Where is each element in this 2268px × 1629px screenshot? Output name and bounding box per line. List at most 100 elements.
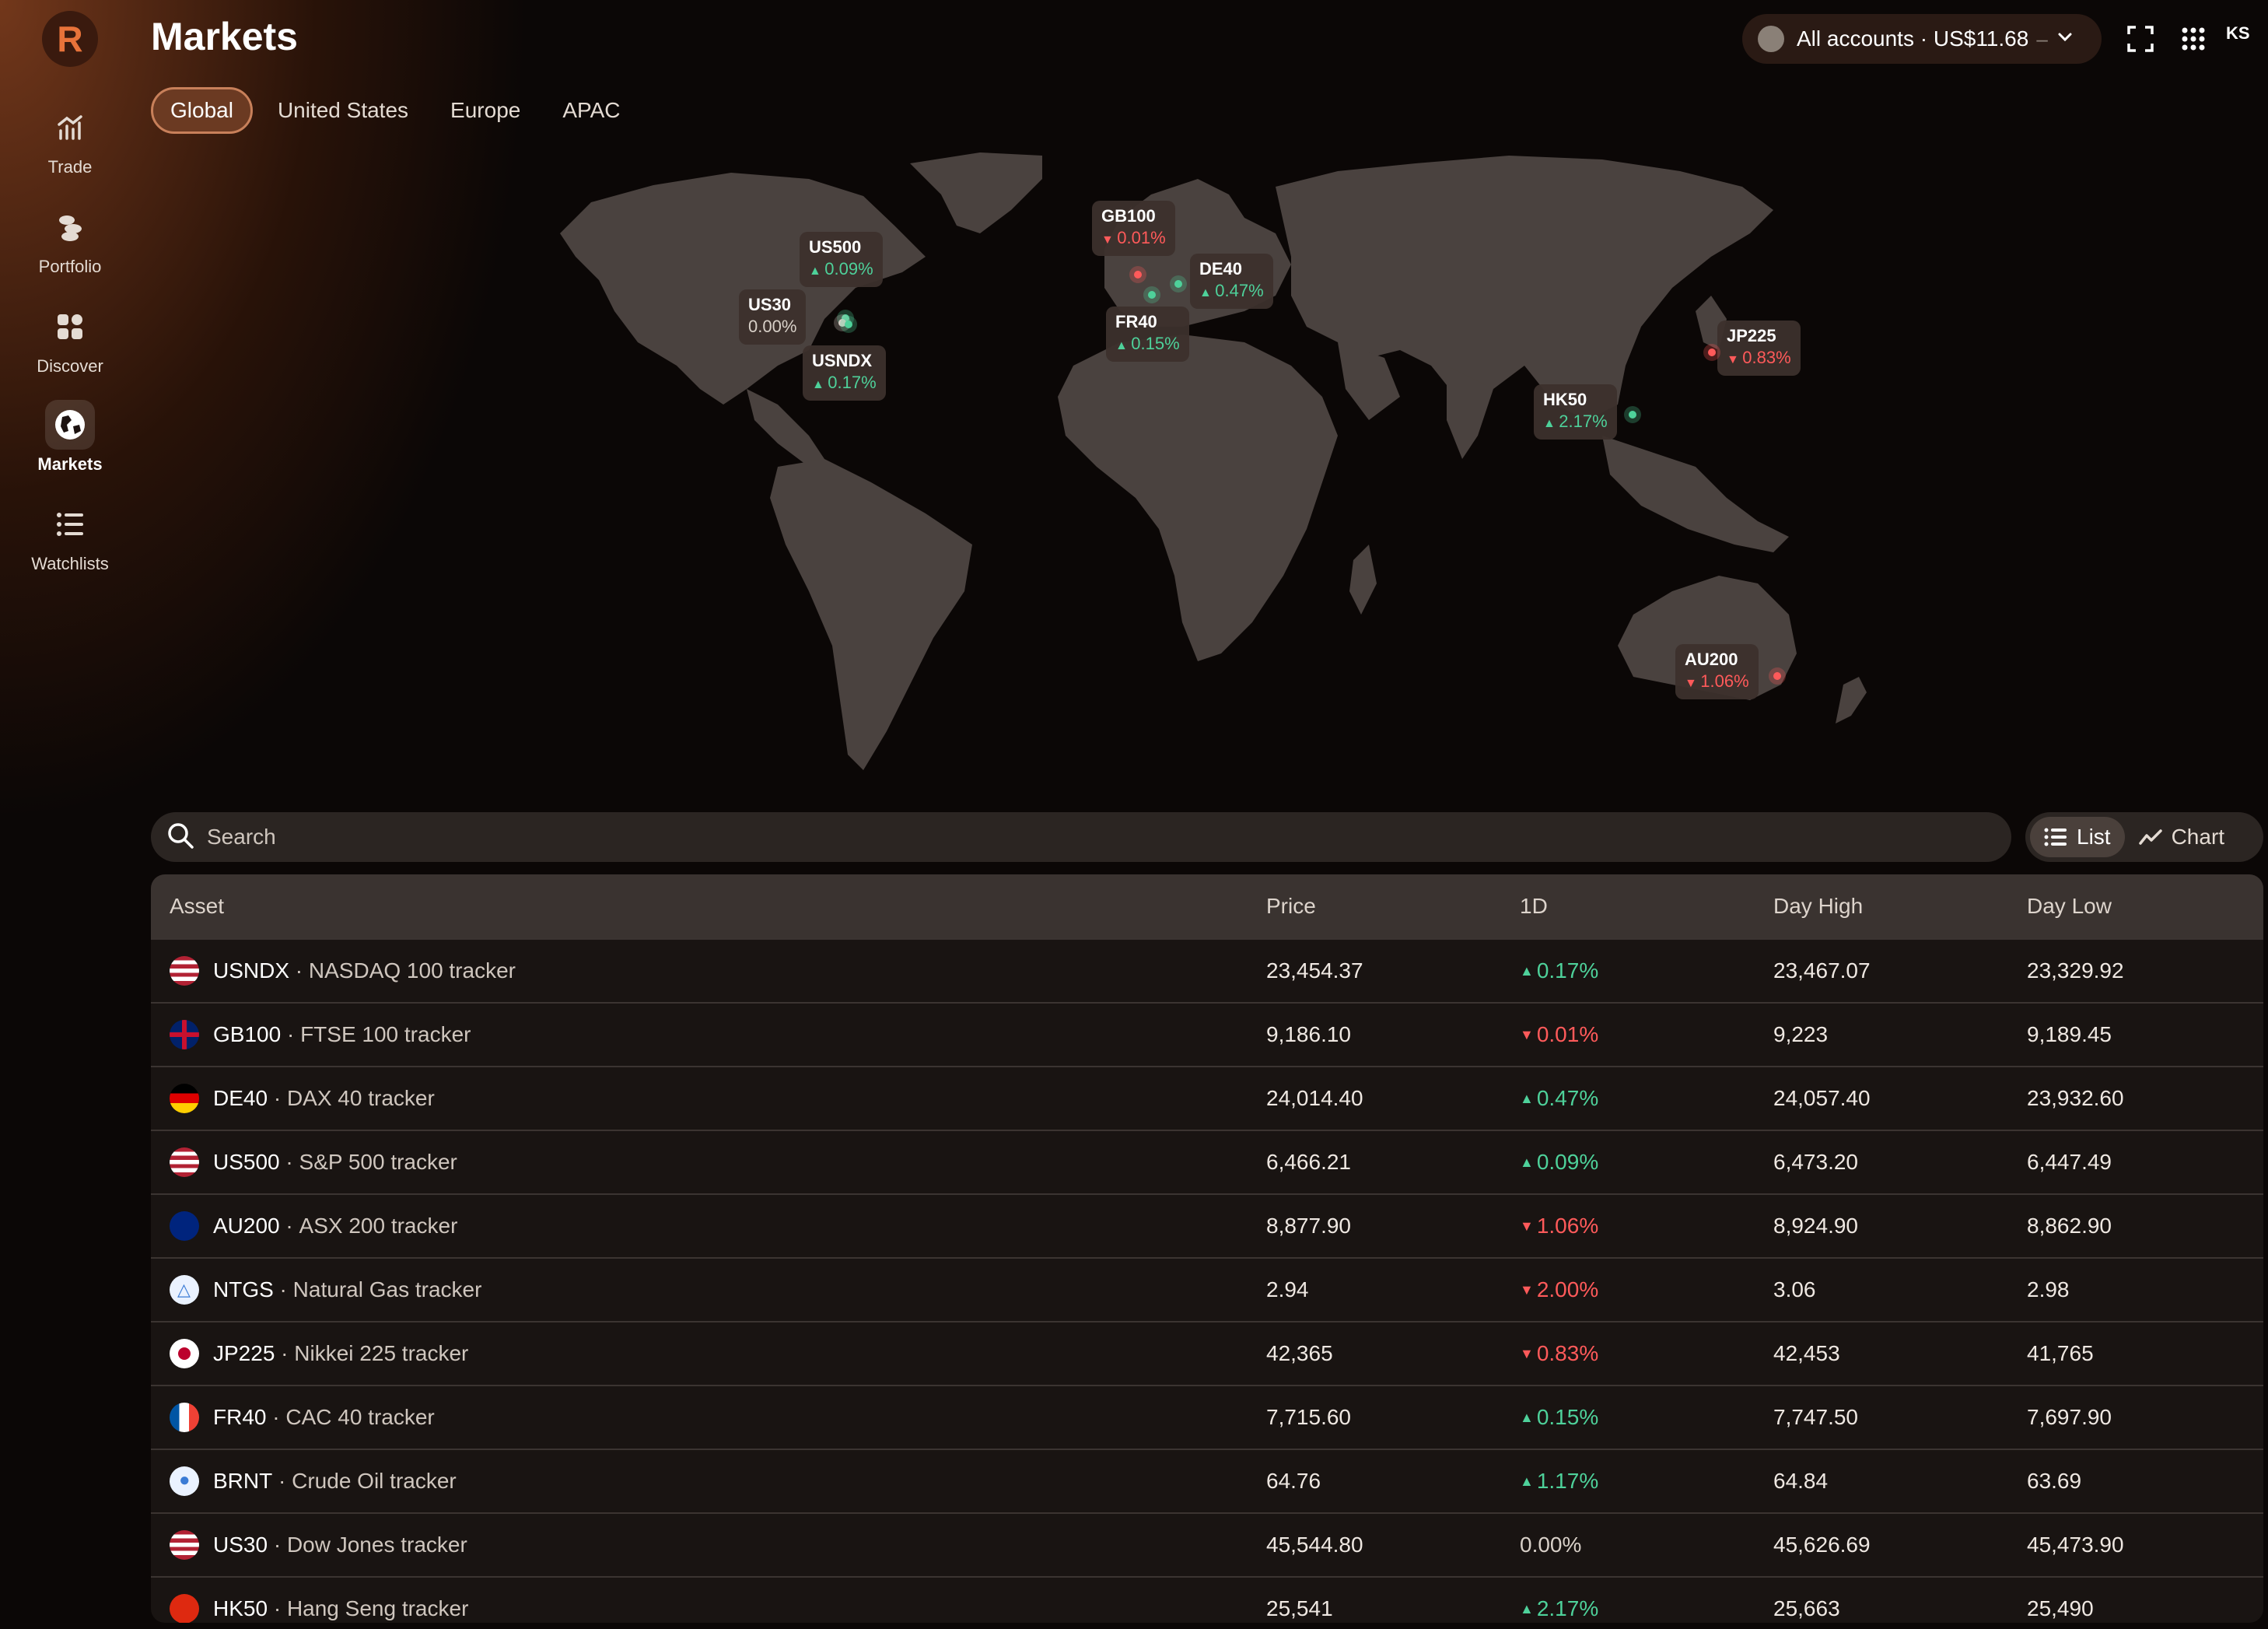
map-marker-us500[interactable]: US500 ▲ 0.09%: [800, 232, 883, 287]
price-cell: 7,715.60: [1266, 1405, 1351, 1429]
chart-view-button[interactable]: Chart: [2125, 817, 2238, 857]
sidebar-item-label: Markets: [37, 454, 103, 474]
change-value: 0.15%: [1536, 1405, 1599, 1429]
table-row[interactable]: US500 · S&P 500 tracker 6,466.21 ▲ 0.09% 6,4…: [151, 1130, 2263, 1193]
search-icon: [166, 822, 194, 853]
change-cell: ▲ 1.17%: [1520, 1469, 1773, 1494]
price-cell: 25,541: [1266, 1596, 1333, 1620]
asset-description: NASDAQ 100 tracker: [308, 958, 516, 983]
map-marker-fr40[interactable]: FR40 ▲ 0.15%: [1106, 307, 1189, 362]
sidebar-item-trade[interactable]: Trade: [0, 103, 140, 177]
search-bar[interactable]: [151, 812, 2011, 862]
asset-separator: ·: [273, 1277, 293, 1301]
account-selector[interactable]: All accounts · US$11.68 –: [1742, 14, 2102, 64]
marker-change: ▲ 0.17%: [812, 372, 877, 396]
list-icon: [45, 499, 95, 549]
col-day-high[interactable]: Day High: [1773, 894, 1864, 918]
list-view-label: List: [2077, 825, 2111, 849]
triangle-up-icon: ▲: [1520, 1409, 1534, 1425]
table-row[interactable]: ● BRNT · Crude Oil tracker 64.76 ▲ 1.17% 64.8…: [151, 1449, 2263, 1512]
table-row[interactable]: FR40 · CAC 40 tracker 7,715.60 ▲ 0.15% 7,747…: [151, 1385, 2263, 1449]
fullscreen-icon[interactable]: [2122, 20, 2159, 58]
sidebar-item-label: Trade: [47, 157, 93, 177]
marker-change-value: 0.00%: [748, 317, 797, 336]
day-high-cell: 6,473.20: [1773, 1150, 1858, 1174]
asset-symbol: AU200: [213, 1214, 280, 1238]
table-row[interactable]: JP225 · Nikkei 225 tracker 42,365 ▼ 0.83% 42…: [151, 1321, 2263, 1385]
day-high-cell: 8,924.90: [1773, 1214, 1858, 1238]
triangle-up-icon: ▲: [812, 378, 828, 391]
price-cell: 24,014.40: [1266, 1086, 1363, 1110]
tab-apac[interactable]: APAC: [562, 98, 621, 122]
marker-name: HK50: [1543, 390, 1587, 409]
table-row[interactable]: △ NTGS · Natural Gas tracker 2.94 ▼ 2.00% 3.0…: [151, 1257, 2263, 1321]
map-marker-de40[interactable]: DE40 ▲ 0.47%: [1190, 254, 1273, 309]
sidebar-item-portfolio[interactable]: Portfolio: [0, 202, 140, 277]
asset-symbol: FR40: [213, 1405, 267, 1429]
asset-cell: US500 · S&P 500 tracker: [151, 1147, 1266, 1177]
day-low-cell: 8,862.90: [2027, 1214, 2112, 1238]
marker-change-value: 0.83%: [1742, 348, 1791, 367]
day-low-cell: 41,765: [2027, 1341, 2094, 1365]
day-low-cell: 23,932.60: [2027, 1086, 2124, 1110]
table-row[interactable]: AU200 · ASX 200 tracker 8,877.90 ▼ 1.06% 8,9…: [151, 1193, 2263, 1257]
asset-separator: ·: [268, 1086, 287, 1110]
col-day-low[interactable]: Day Low: [2027, 894, 2112, 918]
search-input[interactable]: [205, 824, 1920, 850]
sidebar-item-label: Discover: [37, 356, 103, 376]
col-1d[interactable]: 1D: [1520, 894, 1548, 918]
bank-icon: [1758, 26, 1784, 52]
asset-symbol: JP225: [213, 1341, 275, 1365]
sidebar-item-watchlists[interactable]: Watchlists: [0, 499, 140, 574]
sidebar-item-discover[interactable]: Discover: [0, 302, 140, 377]
tab-united-states[interactable]: United States: [277, 98, 409, 122]
asset-cell: GB100 · FTSE 100 tracker: [151, 1020, 1266, 1049]
table-row[interactable]: USNDX · NASDAQ 100 tracker 23,454.37 ▲ 0.17…: [151, 938, 2263, 1002]
gas-flag-icon: △: [170, 1275, 199, 1305]
col-price[interactable]: Price: [1266, 894, 1316, 918]
sidebar-item-markets[interactable]: Markets: [0, 400, 140, 475]
table-row[interactable]: DE40 · DAX 40 tracker 24,014.40 ▲ 0.47% 24,0…: [151, 1066, 2263, 1130]
avatar[interactable]: KS: [2226, 23, 2250, 43]
map-marker-us30[interactable]: US30 0.00%: [739, 289, 807, 345]
list-view-button[interactable]: List: [2030, 817, 2125, 857]
price-cell: 8,877.90: [1266, 1214, 1351, 1238]
table-row[interactable]: US30 · Dow Jones tracker 45,544.80 0.00% 45…: [151, 1512, 2263, 1576]
map-marker-gb100[interactable]: GB100 ▼ 0.01%: [1092, 201, 1175, 256]
col-asset[interactable]: Asset: [170, 894, 225, 918]
chart-bar-icon: [45, 103, 95, 152]
triangle-up-icon: ▲: [1543, 417, 1559, 430]
change-value: 0.01%: [1536, 1022, 1599, 1046]
change-value: 1.06%: [1536, 1214, 1599, 1238]
price-cell: 45,544.80: [1266, 1533, 1363, 1557]
table-row[interactable]: GB100 · FTSE 100 tracker 9,186.10 ▼ 0.01% 9,…: [151, 1002, 2263, 1066]
asset-separator: ·: [279, 1214, 299, 1238]
apps-grid-icon[interactable]: [2175, 20, 2212, 58]
triangle-up-icon: ▲: [1520, 1600, 1534, 1617]
tab-global[interactable]: Global: [151, 87, 253, 134]
map-marker-hk50[interactable]: HK50 ▲ 2.17%: [1534, 384, 1617, 440]
tab-europe[interactable]: Europe: [450, 98, 521, 122]
marker-name: JP225: [1727, 326, 1776, 345]
page-title: Markets: [151, 15, 298, 58]
app-logo[interactable]: R: [42, 11, 98, 67]
table-header: Asset Price 1D Day High Day Low: [151, 874, 2263, 938]
asset-description: Natural Gas tracker: [292, 1277, 482, 1301]
table-row[interactable]: HK50 · Hang Seng tracker 25,541 ▲ 2.17% 25,6…: [151, 1576, 2263, 1623]
asset-cell: USNDX · NASDAQ 100 tracker: [151, 956, 1266, 986]
asset-description: DAX 40 tracker: [286, 1086, 435, 1110]
asset-cell: DE40 · DAX 40 tracker: [151, 1084, 1266, 1113]
map-marker-au200[interactable]: AU200 ▼ 1.06%: [1675, 644, 1759, 699]
asset-separator: ·: [289, 958, 309, 983]
change-cell: ▲ 0.09%: [1520, 1150, 1773, 1175]
asset-symbol: GB100: [213, 1022, 282, 1046]
change-cell: ▼ 2.00%: [1520, 1277, 1773, 1302]
map-marker-usndx[interactable]: USNDX ▲ 0.17%: [803, 345, 886, 401]
asset-symbol: NTGS: [213, 1277, 274, 1301]
asset-separator: ·: [275, 1341, 295, 1365]
us-flag-icon: [170, 1530, 199, 1560]
map-marker-jp225[interactable]: JP225 ▼ 0.83%: [1717, 321, 1801, 376]
asset-description: Dow Jones tracker: [286, 1533, 467, 1557]
marker-name: US500: [809, 237, 862, 257]
change-value: 0.00%: [1520, 1533, 1582, 1557]
